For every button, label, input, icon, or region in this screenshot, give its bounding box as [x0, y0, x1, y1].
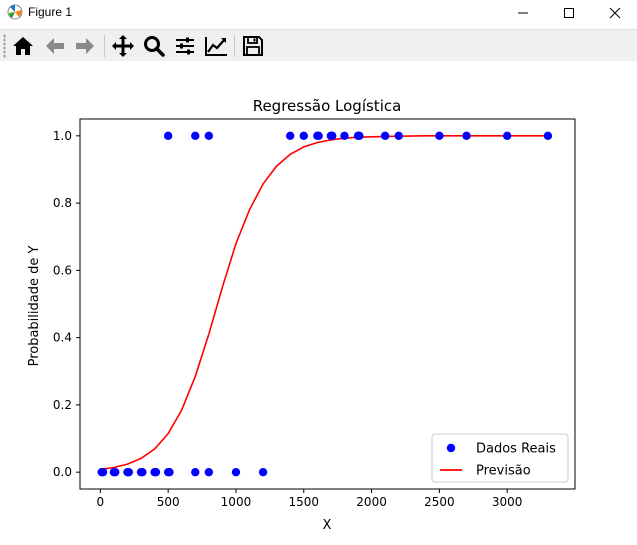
data-point: [462, 131, 471, 141]
data-point: [124, 467, 134, 477]
configure-subplots-button[interactable]: [172, 33, 198, 59]
figure-canvas: Regressão Logística 0 500 1000 1500 2000 2500…: [0, 61, 637, 541]
y-axis-label: Probabilidade de Y: [27, 246, 42, 367]
x-tick-label: 0: [97, 495, 105, 509]
legend-marker: [446, 443, 456, 453]
data-point: [165, 467, 174, 477]
y-tick-label: 0.8: [53, 196, 72, 210]
home-icon: [13, 37, 33, 55]
save-icon: [243, 36, 263, 56]
chart-title: Regressão Logística: [253, 97, 402, 115]
y-tick-label: 0.4: [53, 331, 72, 345]
edit-axis-button[interactable]: [203, 33, 229, 59]
forward-button[interactable]: [72, 33, 98, 59]
home-button[interactable]: [10, 33, 36, 59]
data-point: [299, 131, 308, 141]
data-point: [355, 131, 364, 141]
maximize-icon: [564, 8, 574, 18]
maximize-button[interactable]: [546, 0, 592, 26]
data-point: [286, 131, 295, 141]
data-point: [258, 467, 268, 477]
y-tick-label: 1.0: [53, 129, 72, 143]
legend-box: [431, 433, 569, 483]
y-tick-label: 0.2: [53, 398, 72, 412]
minimize-button[interactable]: [500, 0, 546, 26]
chart: Regressão Logística 0 500 1000 1500 2000 2500…: [0, 61, 637, 541]
data-point: [543, 131, 553, 141]
data-point: [151, 467, 161, 477]
data-point: [163, 131, 173, 141]
close-icon: [609, 7, 621, 19]
x-tick-label: 2000: [356, 495, 387, 509]
data-point: [138, 467, 147, 477]
save-button[interactable]: [240, 33, 266, 59]
pan-button[interactable]: [110, 33, 136, 59]
toolbar-separator: [104, 35, 105, 57]
x-tick-label: 1500: [288, 495, 319, 509]
data-point: [380, 131, 390, 141]
axes-frame: [79, 118, 576, 490]
data-point: [314, 131, 323, 141]
x-axis-label: X: [323, 518, 332, 533]
legend-label: Dados Reais: [476, 442, 556, 457]
prediction-line: [100, 135, 548, 471]
matplotlib-icon: [7, 4, 23, 20]
data-point: [435, 131, 444, 141]
minimize-icon: [518, 12, 528, 14]
data-point: [191, 467, 200, 477]
navigation-toolbar: [0, 29, 637, 62]
data-point: [231, 467, 241, 477]
data-point: [502, 131, 512, 141]
forward-arrow-icon: [76, 38, 94, 54]
close-button[interactable]: [592, 0, 637, 26]
data-point: [204, 467, 214, 477]
y-tick-label: 0.0: [53, 465, 72, 479]
x-tick-label: 500: [157, 495, 180, 509]
back-arrow-icon: [46, 38, 64, 54]
x-tick-label: 3000: [492, 495, 523, 509]
data-point: [394, 131, 403, 141]
subplots-config-icon: [176, 37, 194, 55]
data-point: [111, 467, 120, 477]
pan-icon: [112, 35, 134, 57]
y-tick-label: 0.6: [53, 263, 72, 277]
plot-area: 0 500 1000 1500 2000 2500 3000 0.0 0.2 0.4 0.6 0.8 1…: [53, 118, 576, 509]
zoom-icon: [144, 36, 165, 57]
x-tick-label: 1000: [221, 495, 252, 509]
x-tick-label: 2500: [424, 495, 455, 509]
data-point: [328, 131, 337, 141]
data-point: [98, 467, 108, 477]
window-titlebar: Figure 1: [0, 0, 637, 26]
toolbar-separator: [234, 35, 235, 57]
toolbar-grip: [3, 34, 6, 58]
legend-label: Previsão: [476, 464, 531, 479]
data-point: [340, 131, 349, 141]
back-button[interactable]: [42, 33, 68, 59]
window-title: Figure 1: [28, 5, 73, 19]
edit-axis-icon: [205, 37, 227, 56]
zoom-button[interactable]: [141, 33, 167, 59]
data-point: [204, 131, 214, 141]
data-point: [191, 131, 200, 141]
